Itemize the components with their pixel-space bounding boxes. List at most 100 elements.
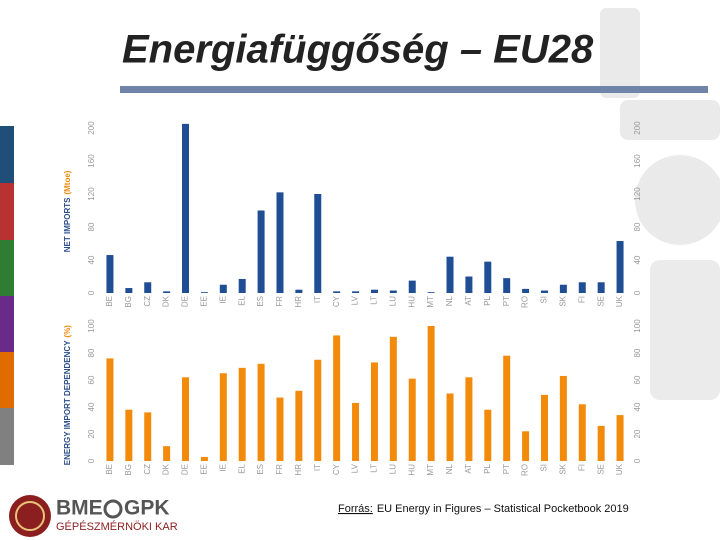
bar xyxy=(370,362,378,461)
x-tick-label: LU xyxy=(388,464,397,474)
x-tick-label: PL xyxy=(483,295,492,305)
title-rule xyxy=(120,86,708,93)
x-tick-label: ES xyxy=(256,296,265,307)
bar xyxy=(295,390,303,461)
logo-name: BME xyxy=(56,497,103,520)
x-tick-label: EL xyxy=(237,463,246,473)
y-axis-label: NET IMPORTS (Mtoe) xyxy=(63,170,72,252)
y-tick-label: 20 xyxy=(87,429,96,438)
bar xyxy=(144,412,152,461)
bar xyxy=(295,289,303,293)
bar xyxy=(106,255,114,293)
x-tick-label: HU xyxy=(407,464,416,476)
x-tick-label: BG xyxy=(124,464,133,476)
x-tick-label: SK xyxy=(558,463,567,474)
x-tick-label: IT xyxy=(313,464,322,471)
x-tick-label: HR xyxy=(294,296,303,308)
bar xyxy=(408,280,416,293)
y-tick-label: 200 xyxy=(633,121,642,135)
x-tick-label: IT xyxy=(313,296,322,303)
stripe xyxy=(0,183,14,240)
x-tick-label: DK xyxy=(162,463,171,475)
bar xyxy=(200,456,208,461)
bar xyxy=(597,282,605,293)
bar xyxy=(276,397,284,461)
x-tick-label: CZ xyxy=(143,464,152,475)
y-tick-label: 0 xyxy=(633,458,642,463)
bar xyxy=(333,291,341,293)
x-tick-label: PT xyxy=(502,296,511,306)
x-tick-label: PT xyxy=(502,464,511,474)
bar xyxy=(616,241,624,293)
y-tick-label: 160 xyxy=(87,154,96,168)
x-tick-label: BE xyxy=(105,464,114,475)
x-tick-label: UK xyxy=(615,295,624,307)
x-tick-label: EE xyxy=(200,296,209,307)
bar xyxy=(578,404,586,461)
bar xyxy=(106,358,114,461)
stripe xyxy=(0,240,14,296)
bar xyxy=(257,363,265,461)
bar xyxy=(427,292,435,293)
x-tick-label: EL xyxy=(237,295,246,305)
x-tick-label: SE xyxy=(596,296,605,307)
y-tick-label: 80 xyxy=(633,348,642,357)
x-tick-label: SK xyxy=(558,295,567,306)
bar xyxy=(522,288,530,293)
x-tick-label: NL xyxy=(445,295,454,306)
bar xyxy=(616,415,624,461)
x-tick-label: AT xyxy=(464,296,473,306)
logo-seal-ring xyxy=(15,501,45,531)
x-tick-label: PL xyxy=(483,463,492,473)
x-tick-label: SI xyxy=(540,296,549,304)
x-tick-label: RO xyxy=(521,464,530,476)
bar xyxy=(465,377,473,461)
y-tick-label: 40 xyxy=(87,255,96,264)
bar xyxy=(370,289,378,293)
bar xyxy=(559,284,567,293)
bar xyxy=(522,431,530,461)
y-tick-label: 80 xyxy=(633,222,642,231)
x-tick-label: SI xyxy=(540,464,549,472)
x-tick-label: BG xyxy=(124,296,133,308)
x-tick-label: LT xyxy=(370,296,379,305)
x-tick-label: SE xyxy=(596,464,605,475)
bar xyxy=(257,210,265,293)
x-tick-label: CZ xyxy=(143,296,152,307)
x-tick-label: IE xyxy=(218,464,227,472)
y-axis-label: ENERGY IMPORT DEPENDENCY (%) xyxy=(63,325,72,466)
bar xyxy=(540,290,548,293)
bar xyxy=(389,336,397,461)
x-tick-label: DK xyxy=(162,295,171,307)
x-tick-label: FI xyxy=(577,464,586,471)
bar xyxy=(333,335,341,461)
stripe xyxy=(0,296,14,352)
x-tick-label: HR xyxy=(294,464,303,476)
x-tick-label: IE xyxy=(218,296,227,304)
bar xyxy=(238,278,246,293)
bar xyxy=(125,409,133,461)
y-tick-label: 0 xyxy=(87,290,96,295)
bar xyxy=(540,394,548,461)
bar xyxy=(276,192,284,293)
y-tick-label: 60 xyxy=(633,375,642,384)
bar xyxy=(238,367,246,461)
bar xyxy=(427,326,435,461)
y-tick-label: 80 xyxy=(87,348,96,357)
stripe xyxy=(0,352,14,408)
bar xyxy=(125,288,133,293)
y-axis-unit: (Mtoe) xyxy=(63,170,72,194)
bar xyxy=(465,276,473,293)
x-tick-label: DE xyxy=(181,296,190,307)
x-tick-label: AT xyxy=(464,464,473,474)
x-tick-label: FR xyxy=(275,464,284,475)
x-tick-label: RO xyxy=(521,296,530,308)
x-tick-label: EE xyxy=(200,464,209,475)
y-tick-label: 100 xyxy=(87,319,96,333)
bar xyxy=(163,446,171,461)
y-tick-label: 200 xyxy=(87,121,96,135)
x-tick-label: LV xyxy=(351,295,360,305)
bar xyxy=(597,425,605,461)
x-tick-label: UK xyxy=(615,463,624,475)
